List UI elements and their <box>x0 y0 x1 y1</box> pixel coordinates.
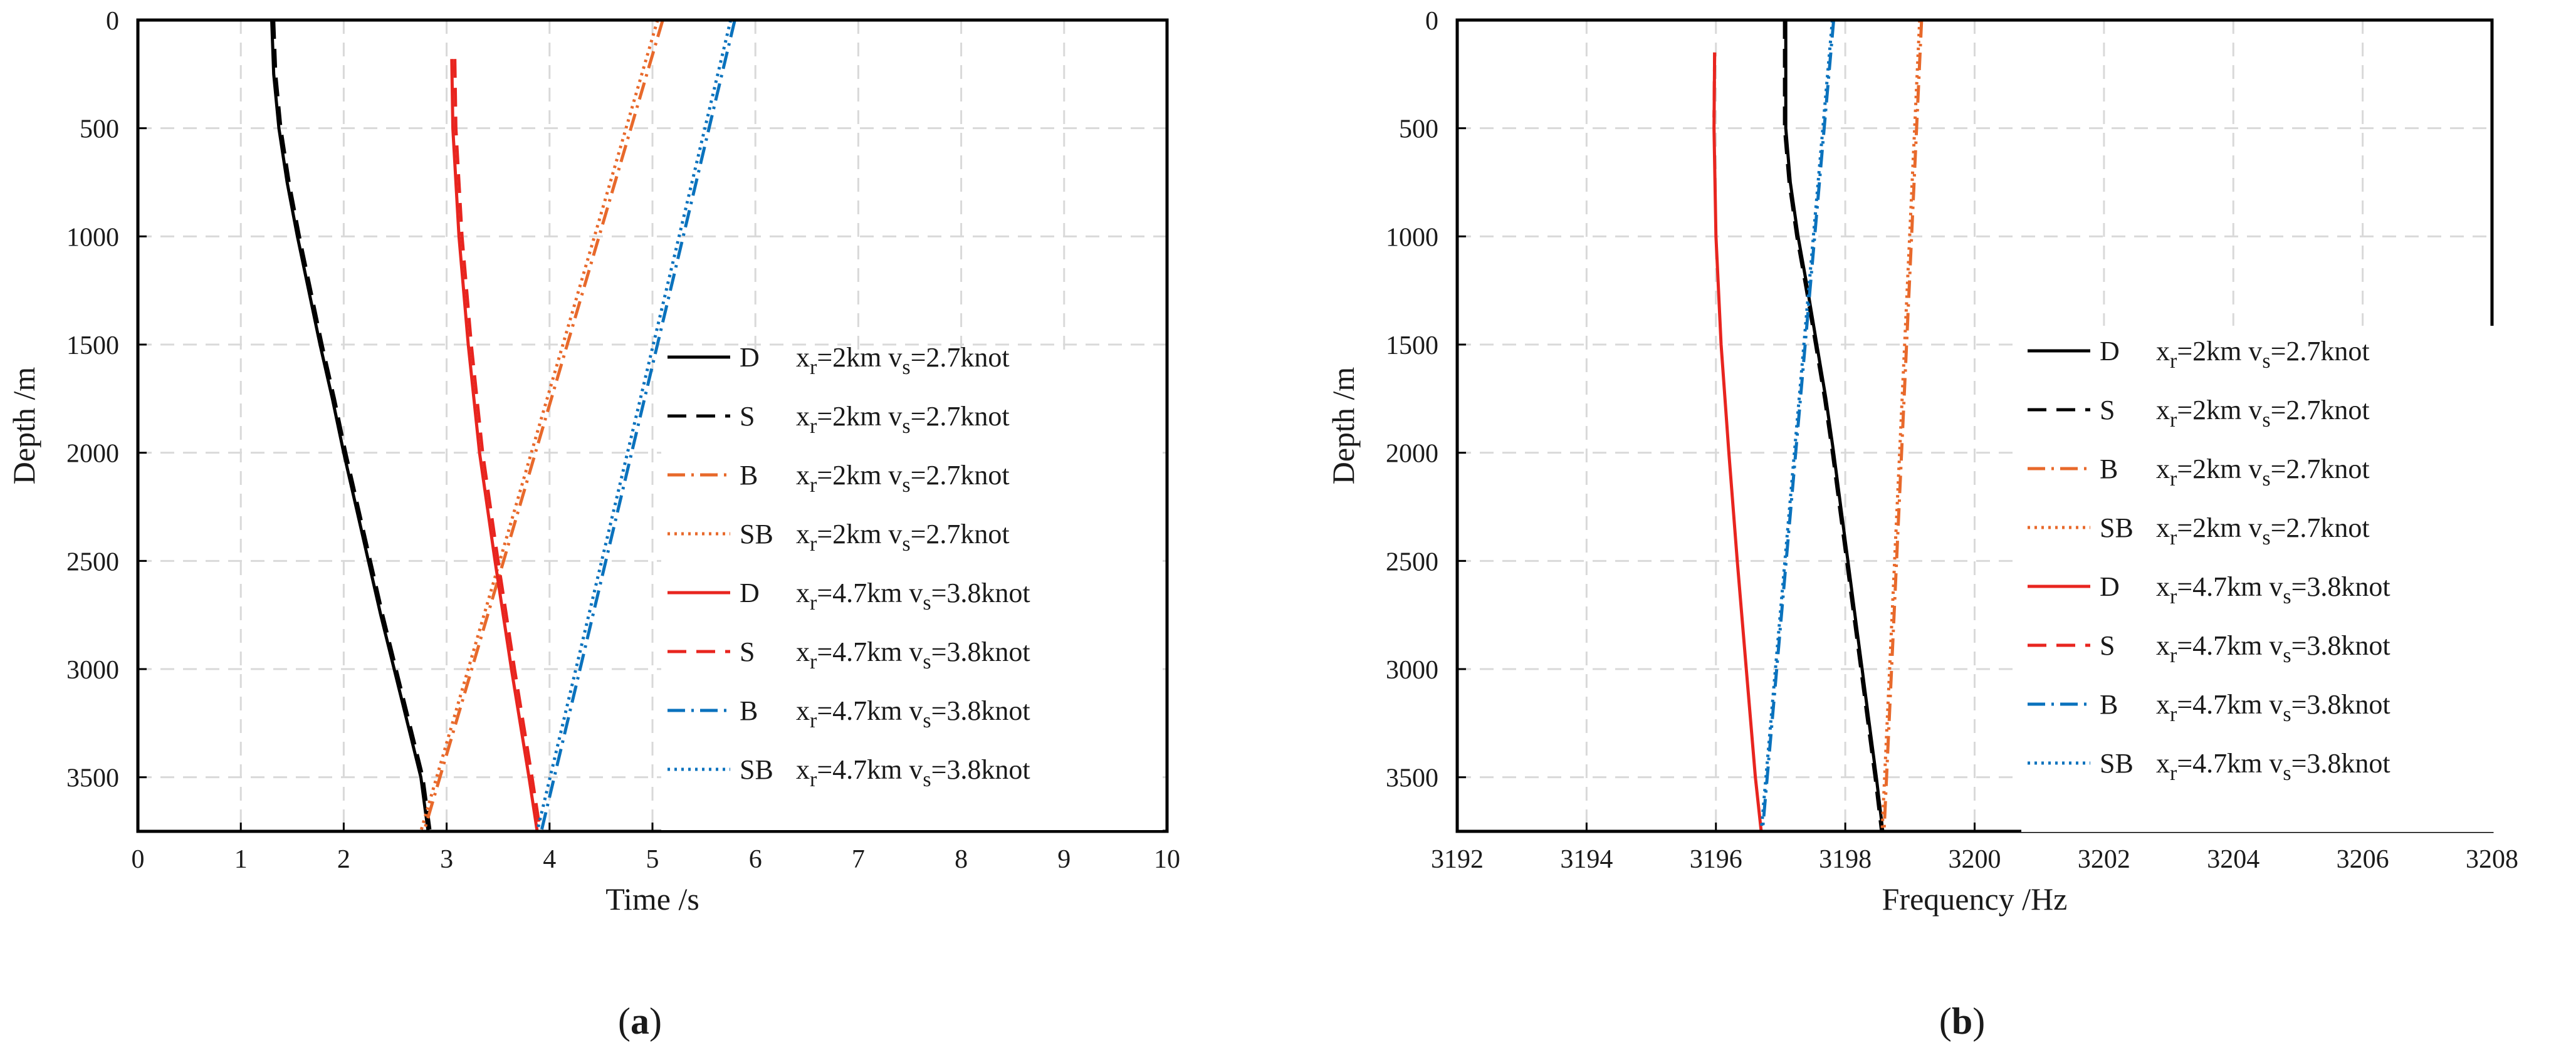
x-tick-label: 3196 <box>1690 845 1742 874</box>
legend-box <box>2021 326 2510 832</box>
x-tick-label: 3204 <box>2207 845 2259 874</box>
x-tick-label: 0 <box>132 845 145 874</box>
series-line-sb-xr4-7km <box>535 20 733 831</box>
legend-series-label: xr=4.7km vs=3.8knot <box>2156 689 2390 726</box>
y-tick-label: 1500 <box>1386 331 1438 360</box>
x-axis-label: Frequency /Hz <box>1882 881 2068 917</box>
legend-series-label: xr=2km vs=2.7knot <box>2156 512 2370 549</box>
x-tick-label: 9 <box>1057 845 1071 874</box>
y-tick-label: 500 <box>1399 115 1438 144</box>
legend-series-label: xr=4.7km vs=3.8knot <box>796 637 1030 673</box>
series-line-sb-xr2km <box>419 20 659 831</box>
legend-series-name: SB <box>2100 748 2134 779</box>
legend-series-name: D <box>2100 571 2120 602</box>
series-line-b-xr4-7km <box>540 20 736 831</box>
legend-series-label: xr=4.7km vs=3.8knot <box>2156 571 2390 608</box>
legend-series-label: xr=2km vs=2.7knot <box>796 401 1010 438</box>
y-tick-label: 3000 <box>66 656 119 685</box>
y-tick-label: 500 <box>80 115 119 144</box>
legend-series-name: S <box>2100 630 2115 661</box>
x-tick-label: 3202 <box>2078 845 2130 874</box>
legend-series-name: D <box>740 578 760 608</box>
x-tick-label: 3 <box>440 845 453 874</box>
x-tick-label: 2 <box>337 845 350 874</box>
panel-label: (b) <box>1939 1000 1985 1042</box>
series-line-b-xr2km <box>1882 20 1924 831</box>
y-tick-label: 2500 <box>66 548 119 576</box>
y-tick-label: 1000 <box>66 223 119 252</box>
legend-series-name: S <box>2100 395 2115 425</box>
legend-series-name: S <box>740 401 755 432</box>
x-tick-label: 1 <box>234 845 248 874</box>
x-tick-label: 3206 <box>2337 845 2389 874</box>
legend-series-label: xr=2km vs=2.7knot <box>796 519 1010 556</box>
series-line-sb-xr4-7km <box>1759 20 1834 831</box>
legend-series-label: xr=4.7km vs=3.8knot <box>2156 748 2390 785</box>
legend-series-label: xr=2km vs=2.7knot <box>2156 336 2370 373</box>
y-tick-label: 3000 <box>1386 656 1438 685</box>
y-tick-label: 1500 <box>66 331 119 360</box>
y-tick-label: 2500 <box>1386 548 1438 576</box>
legend-series-label: xr=4.7km vs=3.8knot <box>796 578 1030 615</box>
legend-series-name: D <box>2100 336 2120 366</box>
legend-series-name: SB <box>2100 512 2134 543</box>
x-tick-label: 3208 <box>2466 845 2518 874</box>
y-tick-label: 2000 <box>66 440 119 469</box>
series-group <box>1712 20 1924 831</box>
series-line-s-xr2km <box>1783 20 1883 831</box>
x-tick-label: 8 <box>955 845 968 874</box>
series-line-d-xr4-7km <box>450 59 539 831</box>
y-tick-label: 2000 <box>1386 440 1438 469</box>
series-line-d-xr4-7km <box>1712 52 1763 831</box>
chart-panel-a: 0 1 2 3 4 5 6 7 8 9 10 0 500 1000 1500 2000 2500 3000 3500… <box>6 7 1180 1042</box>
legend-series-name: B <box>740 460 758 491</box>
legend-series-label: xr=4.7km vs=3.8knot <box>2156 630 2390 667</box>
y-tick-label: 0 <box>106 7 119 36</box>
legend-series-name: SB <box>740 519 773 549</box>
legend-series-name: B <box>2100 689 2118 720</box>
legend-series-label: xr=2km vs=2.7knot <box>2156 395 2370 432</box>
legend-series-name: B <box>740 695 758 726</box>
y-axis-label: Depth /m <box>6 367 41 485</box>
legend-series-name: D <box>740 342 760 373</box>
y-tick-label: 3500 <box>1386 764 1438 793</box>
x-tick-label: 3198 <box>1819 845 1872 874</box>
legend-series-label: xr=2km vs=2.7knot <box>796 342 1010 379</box>
legend-series-label: xr=4.7km vs=3.8knot <box>796 754 1030 791</box>
series-group <box>270 20 736 831</box>
y-tick-label: 1000 <box>1386 223 1438 252</box>
y-tick-label: 3500 <box>66 764 119 793</box>
legend-series-label: xr=2km vs=2.7knot <box>2156 454 2370 491</box>
legend-series-label: xr=4.7km vs=3.8knot <box>796 695 1030 732</box>
series-line-s-xr2km <box>272 20 432 831</box>
series-line-sb-xr2km <box>1880 20 1922 831</box>
x-tick-label: 5 <box>646 845 659 874</box>
legend-series-name: S <box>740 637 755 667</box>
x-tick-label: 10 <box>1154 845 1180 874</box>
series-line-s-xr4-7km <box>1712 52 1717 118</box>
x-axis-label: Time /s <box>605 881 699 917</box>
panel-label: (a) <box>618 1000 662 1042</box>
legend-series-name: B <box>2100 454 2118 484</box>
series-line-b-xr2km <box>422 20 664 831</box>
x-tick-label: 7 <box>852 845 865 874</box>
legend-series-label: xr=2km vs=2.7knot <box>796 460 1010 497</box>
series-line-d-xr2km <box>270 20 430 831</box>
chart-panel-b: 3192 3194 3196 3198 3200 3202 3204 3206 3208 0 500… <box>1326 7 2518 1042</box>
y-tick-label: 0 <box>1425 7 1438 36</box>
x-tick-label: 3192 <box>1431 845 1484 874</box>
legend-box <box>661 354 1163 830</box>
x-tick-label: 6 <box>749 845 762 874</box>
axes-frame <box>136 18 1169 833</box>
x-tick-label: 3200 <box>1949 845 2001 874</box>
x-tick-label: 3194 <box>1560 845 1613 874</box>
legend-series-name: SB <box>740 754 773 785</box>
y-axis-label: Depth /m <box>1326 367 1361 485</box>
x-tick-label: 4 <box>543 845 556 874</box>
